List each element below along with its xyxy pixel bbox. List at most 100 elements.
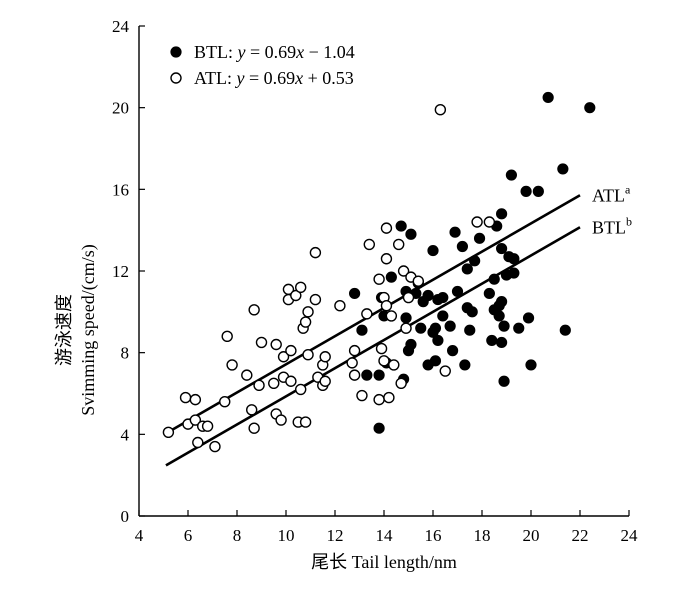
data-point-atl [388,359,400,371]
x-ticks: 4 6 8 10 12 14 16 18 20 22 24 [135,510,638,545]
data-point-atl [299,416,312,428]
data-point-btl [447,345,459,357]
data-point-btl [483,287,495,300]
data-point-btl [444,320,456,332]
data-point-atl [412,275,424,287]
data-point-atl [248,304,260,316]
data-point-btl [498,320,510,332]
data-point-btl [429,355,442,367]
data-point-btl [385,271,397,283]
legend-label-atl: ATL: y = 0.69x + 0.53 [194,68,354,88]
fit-line-label-btl: BTLb [592,214,632,237]
data-point-atl [471,216,483,228]
fit-line-label-text: BTL [592,217,626,237]
legend-text-part: y [236,42,246,62]
data-point-atl [346,357,358,369]
y-tick-label: 4 [121,425,130,444]
data-point-btl [459,359,471,371]
data-point-atl [400,322,412,334]
y-axis-title-cn: 游泳速度 [54,294,74,366]
x-tick-label: 14 [376,526,394,545]
data-point-btl [488,273,500,285]
data-point-btl [522,312,535,324]
data-point-btl [405,228,417,240]
data-point-atl [219,395,231,408]
data-point-btl [505,169,517,181]
data-point-btl [542,91,554,104]
data-point-btl [508,267,520,279]
x-tick-label: 10 [278,526,295,545]
data-point-atl [334,300,346,312]
data-point-btl [525,359,537,371]
legend-text-part: = 0.69 [246,42,297,62]
legend-text-part: x [294,68,303,88]
data-point-atl [255,336,268,349]
legend-text-part: y [235,68,245,88]
data-point-atl [245,404,258,416]
data-point-atl [285,344,297,357]
x-tick-label: 18 [474,526,491,545]
data-point-atl [395,377,407,389]
data-point-btl [373,422,385,434]
y-tick-label: 16 [112,180,129,199]
data-point-btl [373,369,385,381]
x-tick-label: 4 [135,526,144,545]
data-point-atl [275,414,287,426]
data-point-btl [415,322,427,334]
data-point-btl [356,324,368,336]
data-point-atl [361,308,373,320]
x-tick-label: 12 [327,526,344,545]
data-point-atl [309,293,322,306]
data-point-atl [363,238,375,251]
y-tick-label: 12 [112,262,129,281]
legend-text-part: = 0.69 [245,68,296,88]
data-point-atl [189,414,202,426]
y-tick-label: 20 [112,99,129,118]
data-point-btl [520,185,532,197]
y-tick-label: 8 [121,344,130,363]
data-point-atl [373,273,385,285]
data-point-atl [319,351,331,363]
data-point-atl [309,246,322,259]
data-point-atl [385,310,398,322]
data-point-btl [496,242,508,255]
data-point-atl [268,377,280,389]
data-point-btl [449,226,461,238]
data-point-btl [432,334,444,347]
data-point-btl [584,102,596,114]
fit-line-label-text: ATL [592,185,625,205]
fit-line-label-superscript: b [626,214,632,228]
y-tick-label: 0 [121,507,130,526]
legend-text-part: − 1.04 [304,42,355,62]
data-point-btl [461,263,473,275]
data-point-atl [201,420,214,432]
data-point-btl [349,287,361,300]
data-point-atl [302,349,314,361]
data-point-btl [496,208,508,220]
x-tick-label: 24 [621,526,639,545]
x-axis-title: 尾长 Tail length/nm [311,552,457,572]
data-point-btl [464,324,476,336]
legend-marker-atl [170,72,182,84]
data-point-btl [456,240,468,253]
x-tick-label: 6 [184,526,193,545]
data-point-btl [496,296,508,308]
data-point-atl [290,289,302,302]
data-point-atl [319,375,331,387]
y-tick-label: 24 [112,17,130,36]
data-point-atl [434,104,447,116]
x-tick-label: 22 [572,526,589,545]
data-point-atl [402,291,415,304]
y-ticks: 0 4 8 12 16 20 24 [112,17,145,526]
data-point-btl [451,285,464,298]
data-point-btl [557,163,569,175]
data-point-btl [405,338,417,351]
data-point-btl [493,310,505,322]
data-point-btl [422,289,434,302]
data-point-btl [513,322,525,334]
data-point-atl [226,359,238,371]
data-point-atl [162,426,175,438]
